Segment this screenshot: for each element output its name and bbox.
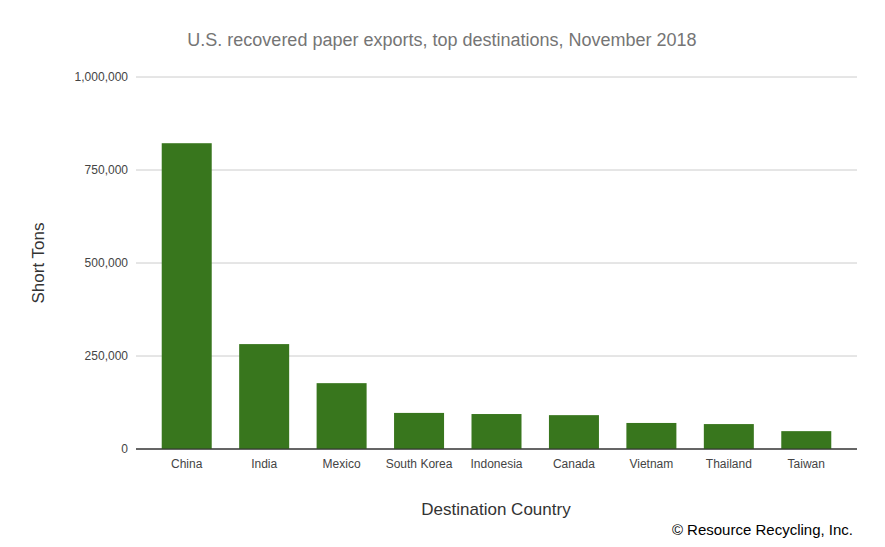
bar [317,383,367,449]
x-tick-label: Vietnam [629,457,673,471]
y-tick-label: 1,000,000 [75,70,129,84]
y-tick-label: 500,000 [85,256,129,270]
y-tick-label: 0 [121,442,128,456]
bar [704,424,754,449]
grid-line [136,170,857,171]
y-axis-label: Short Tons [29,223,48,304]
chart: U.S. recovered paper exports, top destin… [0,0,885,547]
bars [162,143,832,449]
bar [162,143,212,449]
grid-line [136,449,857,450]
bar [472,414,522,449]
grid-line [136,263,857,264]
x-axis-label: Destination Country [421,500,571,519]
y-tick-label: 750,000 [85,163,129,177]
bar [549,415,599,449]
x-tick-label: Taiwan [788,457,825,471]
title: U.S. recovered paper exports, top destin… [187,30,696,50]
bar [781,431,831,449]
grid-line [136,77,857,78]
background [0,0,885,547]
baseline [136,449,857,450]
x-tick-label: Thailand [706,457,752,471]
y-tick-label: 250,000 [85,349,129,363]
grid [136,77,857,449]
x-tick-label: Indonesia [470,457,522,471]
bar [394,413,444,449]
x-tick-label: Mexico [323,457,361,471]
x-tick-label: China [171,457,203,471]
annotation: © Resource Recycling, Inc. [672,521,853,538]
x-tick-label: Canada [553,457,595,471]
bar [626,423,676,449]
x-tick-label: South Korea [386,457,453,471]
x-tick-label: India [251,457,277,471]
bar [239,344,289,449]
